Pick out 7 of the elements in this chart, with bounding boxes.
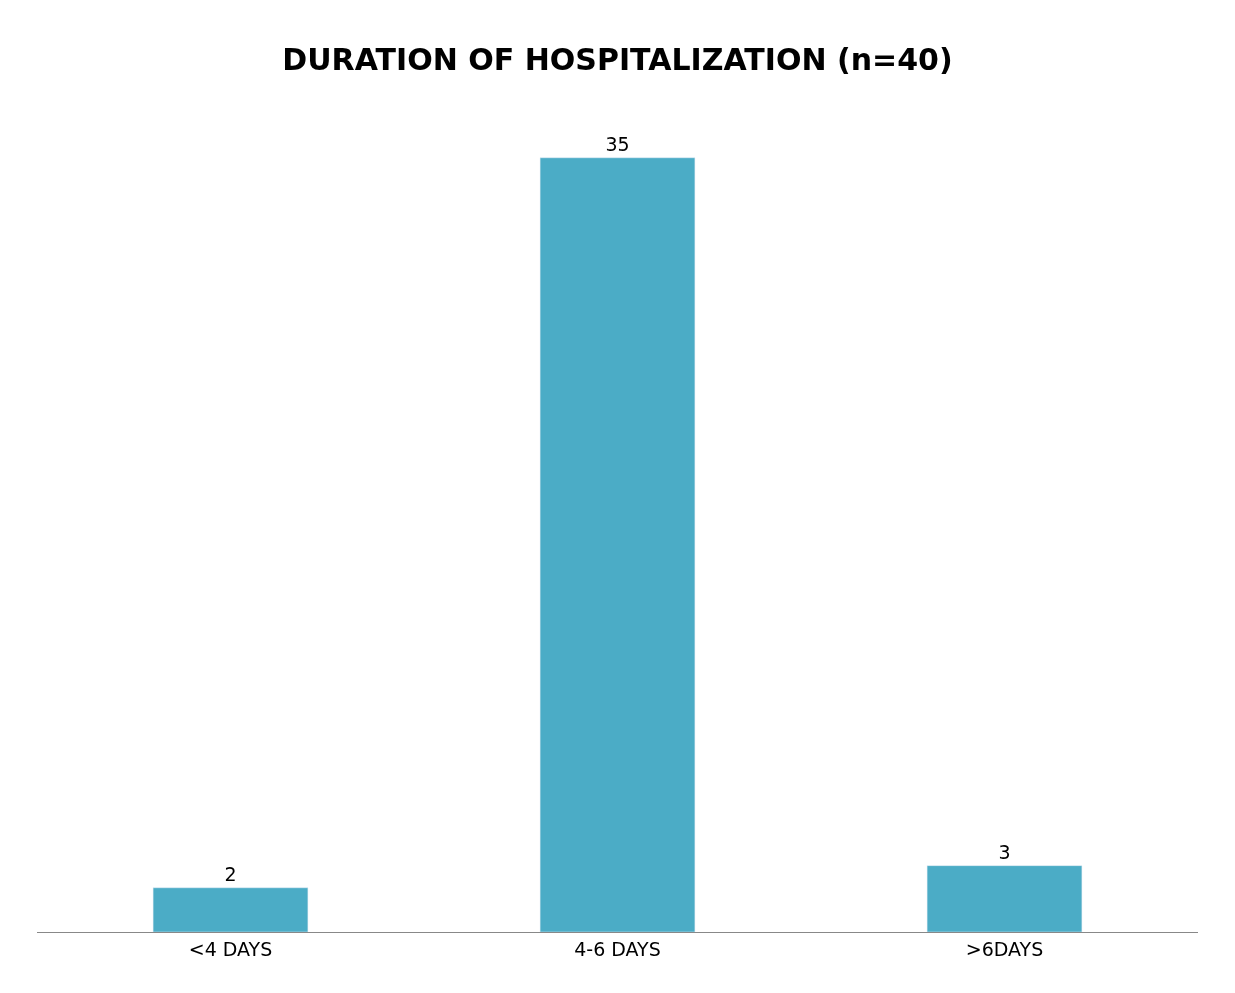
x-tick-label: <4 DAYS [188,937,273,960]
data-label: 35 [605,132,630,155]
x-tick-label: 4-6 DAYS [574,937,661,960]
x-tick-label: >6DAYS [965,937,1044,960]
data-label: 2 [224,862,237,885]
chart-title: DURATION OF HOSPITALIZATION (n=40) [282,42,953,78]
data-label: 3 [998,840,1011,863]
